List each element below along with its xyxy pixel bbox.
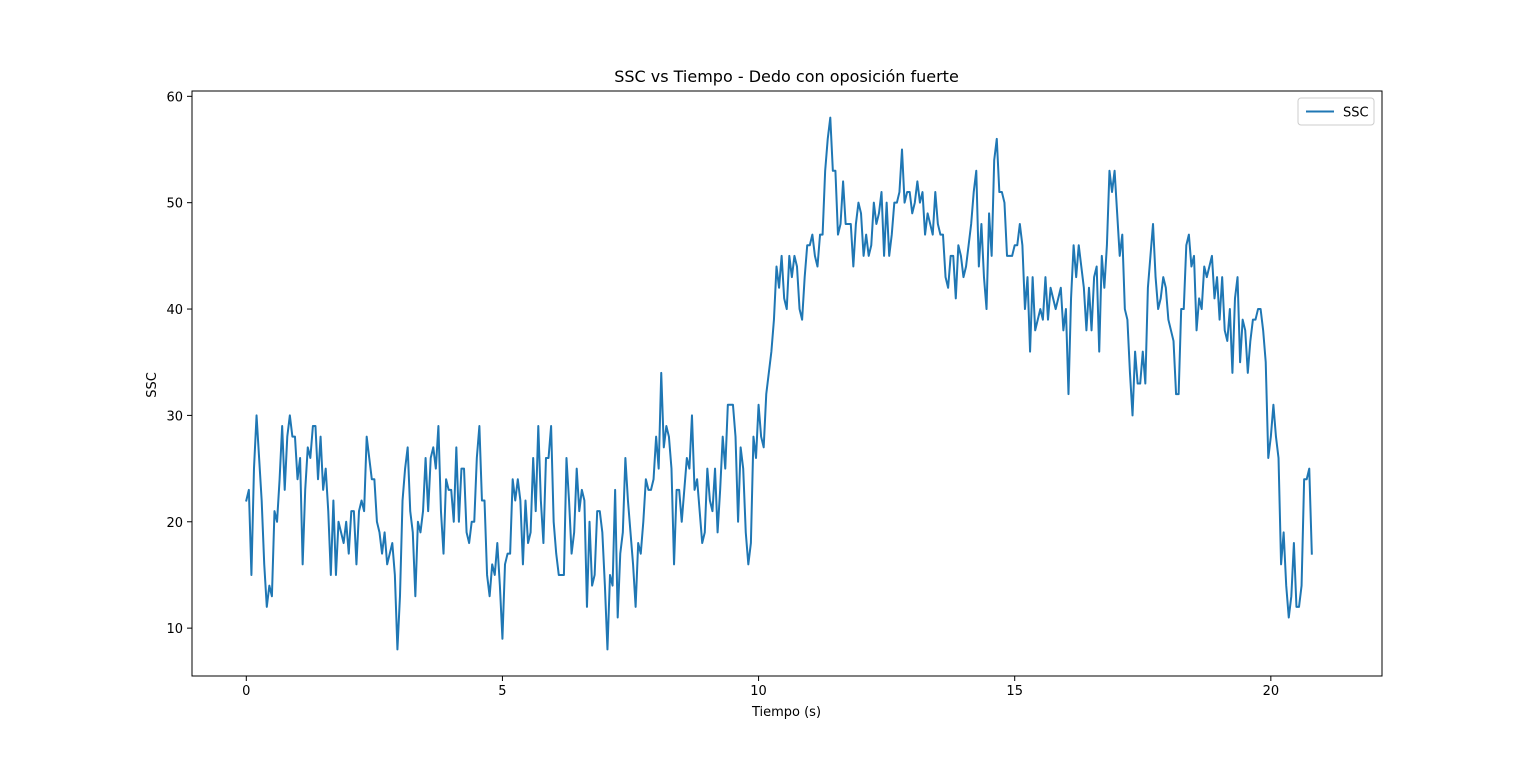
y-tick-label: 50 bbox=[166, 197, 183, 212]
x-tick-label: 0 bbox=[242, 684, 250, 699]
y-tick-label: 40 bbox=[166, 303, 183, 318]
axes-frame bbox=[191, 90, 1383, 677]
series-line-ssc bbox=[245, 116, 1313, 651]
y-tick-label: 10 bbox=[166, 622, 183, 637]
y-tick-label: 20 bbox=[166, 516, 183, 531]
chart-title: SSC vs Tiempo - Dedo con oposición fuert… bbox=[614, 67, 959, 86]
legend-label: SSC bbox=[1343, 106, 1369, 121]
plot-area: 0 5 10 15 20 10 20 30 40 50 60 SSC bbox=[166, 90, 1383, 699]
x-tick-label: 20 bbox=[1263, 684, 1280, 699]
x-tick-label: 5 bbox=[498, 684, 506, 699]
y-tick-label: 60 bbox=[166, 90, 183, 105]
y-tick-label: 30 bbox=[166, 409, 183, 424]
x-tick-label: 10 bbox=[750, 684, 767, 699]
x-axis-label: Tiempo (s) bbox=[751, 705, 821, 720]
y-axis-label: SSC bbox=[145, 372, 160, 398]
x-tick-label: 15 bbox=[1006, 684, 1023, 699]
legend-box bbox=[1297, 97, 1375, 126]
